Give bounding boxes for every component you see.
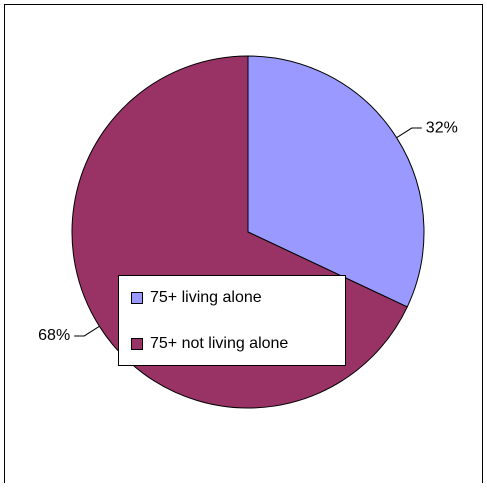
chart-border: [4, 4, 483, 483]
leader-line: [74, 325, 100, 337]
legend-box: [118, 275, 346, 366]
legend-label: 75+ not living alone: [150, 335, 288, 352]
data-label: 68%: [38, 327, 70, 344]
legend-swatch: [131, 292, 143, 304]
leader-line: [396, 127, 422, 139]
legend-swatch: [131, 338, 143, 350]
data-label: 32%: [426, 119, 458, 136]
legend: 75+ living alone 75+ not living alone: [118, 275, 346, 366]
legend-label: 75+ living alone: [150, 289, 262, 306]
pie-slice: [247, 55, 425, 308]
